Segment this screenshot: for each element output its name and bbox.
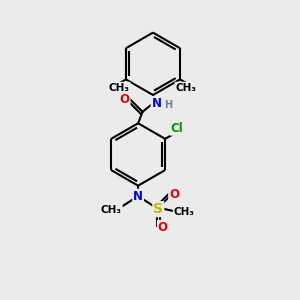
Text: N: N — [152, 97, 161, 110]
Text: Cl: Cl — [170, 122, 183, 135]
Text: O: O — [158, 221, 168, 234]
Text: CH₃: CH₃ — [101, 205, 122, 215]
Text: CH₃: CH₃ — [175, 82, 196, 93]
Text: S: S — [153, 202, 163, 216]
Text: N: N — [133, 190, 143, 202]
Text: O: O — [120, 93, 130, 106]
Text: H: H — [164, 100, 172, 110]
Text: O: O — [169, 188, 179, 201]
Text: CH₃: CH₃ — [109, 82, 130, 93]
Text: CH₃: CH₃ — [174, 206, 195, 217]
